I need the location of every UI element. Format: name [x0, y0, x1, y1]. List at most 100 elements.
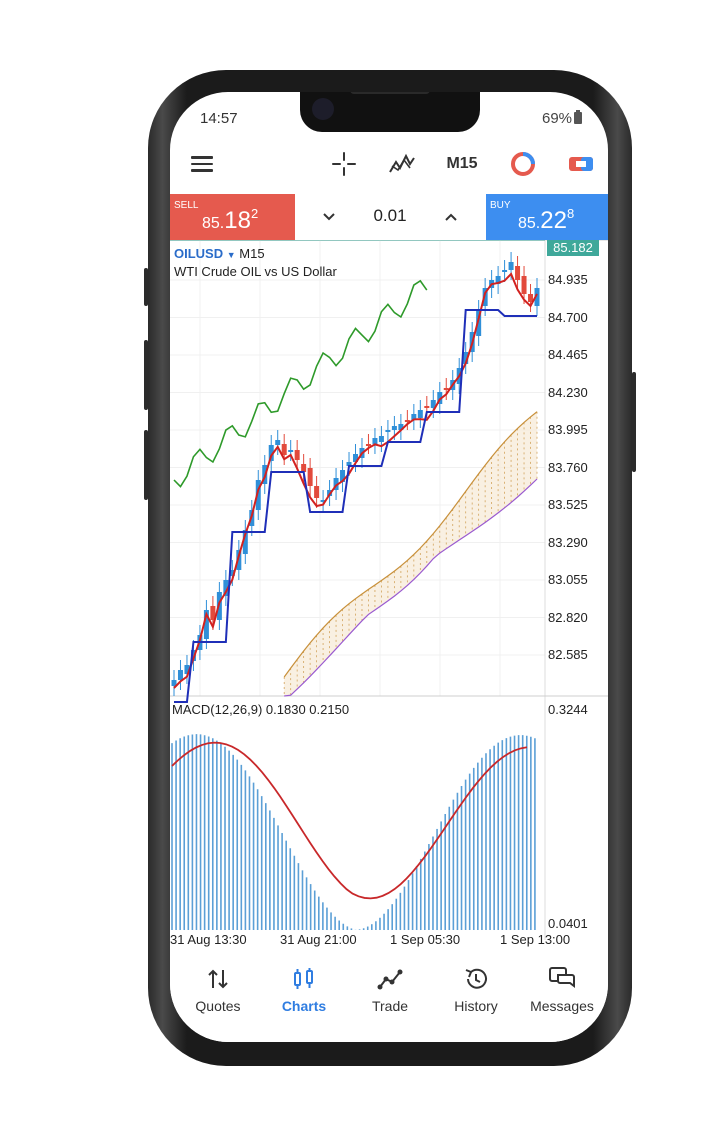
- price-chart[interactable]: 85.182 OILUSD ▼ M15 WTI Crude OIL vs US …: [170, 240, 608, 952]
- candle-body: [353, 454, 358, 462]
- chart-toolbar: M15: [170, 142, 608, 186]
- candle-body: [372, 438, 378, 444]
- tenkan-sen: [173, 272, 538, 689]
- candle-body: [515, 266, 521, 280]
- symbol-description: WTI Crude OIL vs US Dollar: [174, 264, 337, 279]
- price-tick: 84.465: [548, 347, 588, 362]
- candle-body: [398, 424, 404, 430]
- candle-body: [255, 480, 261, 510]
- nav-messages[interactable]: Messages: [519, 966, 605, 1022]
- current-price-label: 85.182: [547, 240, 599, 256]
- candle-body: [242, 530, 248, 554]
- nav-label: Quotes: [195, 998, 241, 1014]
- candle-body: [443, 388, 449, 390]
- history-icon: [433, 966, 519, 992]
- candle-body: [210, 606, 216, 620]
- candle-body: [190, 650, 196, 661]
- candle-body: [476, 310, 482, 336]
- symbol-timeframe: M15: [239, 246, 265, 261]
- candle-body: [333, 478, 339, 490]
- crosshair-icon[interactable]: [328, 148, 360, 180]
- candle-body: [502, 270, 508, 272]
- indicators-icon[interactable]: [386, 148, 418, 180]
- chikou-span: [173, 279, 428, 488]
- candle-body: [534, 288, 540, 306]
- nav-label: Trade: [371, 998, 409, 1014]
- time-label: 1 Sep 05:30: [390, 932, 461, 947]
- candle-body: [385, 430, 391, 432]
- candle-body: [281, 444, 287, 455]
- battery-percent: 69%: [542, 110, 573, 127]
- buy-button[interactable]: BUY 85.228: [486, 194, 608, 240]
- candle-body: [424, 406, 430, 408]
- timeframe-selector[interactable]: M15: [446, 155, 478, 172]
- candle-body: [294, 450, 300, 460]
- candle-body: [508, 262, 514, 270]
- lot-size[interactable]: 0.01: [373, 206, 407, 225]
- candle-body: [482, 288, 488, 306]
- bottom-navigation: Quotes Charts Trade History Messages: [170, 956, 608, 1042]
- nav-quotes[interactable]: Quotes: [175, 966, 261, 1022]
- price-tick: 83.525: [548, 497, 588, 512]
- price-tick: 83.995: [548, 422, 588, 437]
- menu-icon[interactable]: [190, 148, 214, 180]
- time-label: 31 Aug 13:30: [170, 932, 247, 947]
- price-tick: 83.290: [548, 534, 588, 550]
- nav-trade[interactable]: Trade: [347, 966, 433, 1022]
- candle-body: [340, 470, 346, 482]
- price-tick: 82.820: [548, 609, 588, 625]
- nav-label: Messages: [530, 998, 594, 1014]
- candle-body: [404, 420, 410, 422]
- sort-arrows-icon: [175, 966, 261, 992]
- senkou-span-b: [284, 478, 538, 697]
- price-tick: 84.935: [548, 272, 588, 287]
- lot-decrease-icon[interactable]: [320, 208, 338, 226]
- macd-tick: 0.0401: [548, 916, 588, 931]
- price-tick: 83.760: [548, 459, 588, 475]
- trend-line-icon: [347, 966, 433, 992]
- candle-body: [301, 464, 307, 472]
- price-tick: 84.230: [548, 384, 588, 400]
- buy-label: BUY: [490, 200, 511, 211]
- lot-increase-icon[interactable]: [442, 208, 460, 226]
- macd-label: MACD(12,26,9) 0.1830 0.2150: [172, 702, 350, 717]
- status-time: 14:57: [200, 110, 238, 127]
- notch: [300, 92, 480, 132]
- candle-body: [378, 436, 384, 442]
- price-tick: 83.055: [548, 572, 588, 587]
- symbol-header[interactable]: OILUSD ▼ M15: [174, 246, 265, 261]
- side-button: [144, 268, 148, 306]
- candle-body: [184, 665, 190, 674]
- sell-button[interactable]: SELL 85.182: [170, 194, 295, 240]
- candle-body: [236, 550, 242, 570]
- price-tick: 84.700: [548, 309, 588, 325]
- one-click-trading-icon[interactable]: [566, 148, 596, 180]
- chart-canvas[interactable]: [170, 240, 608, 952]
- candle-body: [391, 426, 397, 430]
- symbol-name[interactable]: OILUSD: [174, 246, 224, 261]
- macd-signal-line: [171, 741, 528, 900]
- kijun-sen: [174, 309, 537, 703]
- candle-body: [314, 486, 320, 498]
- candle-body: [437, 392, 443, 404]
- candle-body: [430, 400, 436, 408]
- candle-body: [521, 276, 527, 294]
- app-screen: 14:57 69% M15 SELL 85.182 0.01 BUY 85.22…: [170, 92, 608, 1042]
- objects-icon[interactable]: [508, 148, 538, 180]
- ichimoku-cloud: [284, 411, 537, 696]
- candle-body: [307, 468, 313, 486]
- battery-icon: [574, 110, 583, 124]
- volume-down-button: [144, 430, 148, 500]
- candle-body: [365, 444, 371, 446]
- candle-body: [528, 294, 534, 302]
- battery-status: 69%: [542, 110, 583, 127]
- symbol-dropdown-icon[interactable]: ▼: [226, 250, 236, 260]
- candle-body: [268, 445, 274, 461]
- candle-body: [177, 670, 183, 680]
- candle-body: [275, 440, 281, 445]
- nav-history[interactable]: History: [433, 966, 519, 1022]
- candles-icon: [261, 966, 347, 992]
- nav-charts[interactable]: Charts: [261, 966, 347, 1022]
- nav-label: Charts: [281, 998, 327, 1014]
- macd-tick: 0.3244: [548, 702, 588, 717]
